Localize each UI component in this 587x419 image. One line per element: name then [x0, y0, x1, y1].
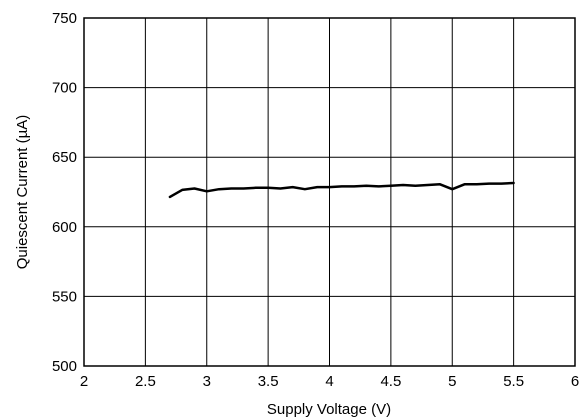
- y-tick-label: 600: [52, 219, 77, 236]
- x-tick-label: 4.5: [380, 373, 401, 390]
- y-tick-labels: 500 550 600 650 700 750: [52, 10, 77, 375]
- x-tick-label: 2.5: [135, 373, 156, 390]
- x-tick-label: 5.5: [503, 373, 524, 390]
- y-tick-label: 650: [52, 149, 77, 166]
- x-tick-label: 4: [325, 373, 333, 390]
- y-tick-label: 550: [52, 288, 77, 305]
- y-axis-title: Quiescent Current (µA): [14, 115, 31, 270]
- series-line: [168, 181, 515, 199]
- data-series: [168, 181, 515, 199]
- x-tick-label: 3.5: [258, 373, 279, 390]
- x-tick-label: 5: [448, 373, 456, 390]
- x-tick-label: 3: [203, 373, 211, 390]
- x-tick-label: 6: [571, 373, 579, 390]
- y-tick-label: 700: [52, 80, 77, 97]
- plot-frame: [83, 17, 576, 367]
- x-tick-labels: 2 2.5 3 3.5 4 4.5 5 5.5 6: [80, 373, 579, 390]
- y-tick-label: 500: [52, 358, 77, 375]
- y-tick-label: 750: [52, 10, 77, 27]
- x-axis-title: Supply Voltage (V): [267, 401, 391, 418]
- grid-lines: [84, 18, 575, 366]
- x-tick-label: 2: [80, 373, 88, 390]
